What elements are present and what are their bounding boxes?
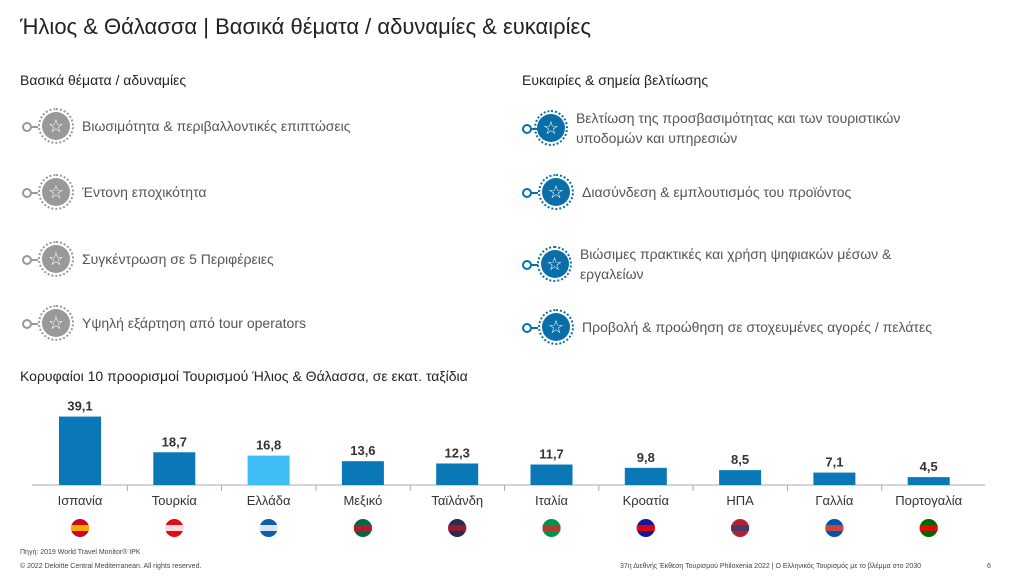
data-label: 18,7 [162, 434, 187, 449]
mexico-flag-stripe [353, 525, 372, 531]
source-note: Πηγή: 2019 World Travel Monitor® IPK [20, 549, 141, 556]
star-badge-icon: ☆ [537, 246, 572, 282]
bar [436, 463, 479, 485]
bar [624, 467, 667, 485]
data-label: 8,5 [731, 452, 749, 467]
connector-icon [22, 318, 38, 329]
list-item: ☆ Υψηλή εξάρτηση από tour operators [22, 305, 442, 341]
turkey-flag-stripe [165, 525, 184, 531]
category-label: Μεξικό [343, 493, 382, 508]
data-label: 4,5 [920, 459, 938, 474]
weaknesses-heading: Βασικά θέματα / αδυναμίες [20, 72, 187, 88]
opportunities-heading: Ευκαιρίες & σημεία βελτίωσης [522, 72, 709, 88]
connector-icon [522, 187, 538, 198]
data-label: 9,8 [637, 450, 655, 465]
item-text: Προβολή & προώθηση σε στοχευμένες αγορές… [582, 319, 932, 335]
star-badge-icon: ☆ [538, 174, 574, 210]
france-flag-stripe [825, 525, 844, 531]
page-number: 6 [987, 563, 991, 570]
data-label: 7,1 [825, 455, 843, 470]
category-label: Ελλάδα [247, 493, 291, 508]
list-item: ☆ Βιωσιμότητα & περιβαλλοντικές επιπτώσει… [22, 108, 442, 144]
connector-icon [522, 123, 538, 134]
bar [813, 472, 856, 485]
bar [153, 452, 196, 485]
connector-icon [522, 322, 538, 333]
list-item: ☆ Βιώσιμες πρακτικές και χρήση ψηφιακών μ… [522, 244, 942, 284]
list-item: ☆ Συγκέντρωση σε 5 Περιφέρειες [22, 241, 442, 277]
item-text: Βιώσιμες πρακτικές και χρήση ψηφιακών μέ… [579, 246, 892, 282]
data-label: 11,7 [539, 447, 564, 462]
star-badge-icon: ☆ [533, 110, 568, 146]
list-item: ☆ Διασύνδεση & εμπλουτισμός του προϊόντος [522, 174, 942, 210]
star-badge-icon: ☆ [538, 309, 574, 345]
bar-chart: 39,1 Ισπανία 18,7 Τουρκία 16,8 Ελλάδα 13,6 Μεξι… [32, 399, 985, 537]
bar [59, 416, 101, 485]
copyright: © 2022 Deloitte Central Mediterranean. A… [20, 563, 202, 570]
list-item: ☆ Βελτίωση της προσβασιμότητας και των το… [522, 108, 942, 148]
spain-flag-stripe [71, 525, 89, 531]
item-text: Έντονη εποχικότητα [82, 184, 207, 200]
connector-icon [22, 121, 38, 132]
category-label: ΗΠΑ [726, 493, 754, 508]
category-label: Γαλλία [815, 493, 854, 508]
list-item: ☆ Προβολή & προώθηση σε στοχευμένες αγορέ… [522, 309, 942, 345]
list-item: ☆ Έντονη εποχικότητα [22, 174, 442, 210]
chart-title: Κορυφαίοι 10 προορισμοί Τουρισμού Ήλιος … [20, 368, 468, 384]
category-label: Πορτογαλία [895, 493, 962, 508]
bar [341, 461, 384, 485]
star-badge-icon: ☆ [38, 108, 74, 144]
connector-icon [22, 187, 38, 198]
data-label: 16,8 [256, 438, 281, 453]
category-label: Τουρκία [152, 493, 198, 508]
item-text: Διασύνδεση & εμπλουτισμός του προϊόντος [582, 184, 852, 200]
data-label: 39,1 [67, 399, 92, 414]
category-label: Ισπανία [58, 493, 103, 508]
star-badge-icon: ☆ [38, 174, 74, 210]
star-badge-icon: ☆ [38, 241, 74, 277]
item-text: Υψηλή εξάρτηση από tour operators [82, 315, 306, 331]
star-badge-icon: ☆ [38, 305, 74, 341]
bar [530, 464, 573, 485]
bar [719, 470, 762, 485]
data-label: 13,6 [350, 443, 375, 458]
croatia-flag-stripe [636, 525, 655, 531]
italy-flag-stripe [542, 525, 561, 531]
category-label: Κροατία [623, 493, 670, 508]
connector-icon [522, 259, 539, 270]
event-footer: 37η Διεθνής Έκθεση Τουρισμού Philoxenia … [620, 563, 921, 570]
thailand-flag-stripe [448, 525, 467, 531]
data-label: 12,3 [445, 445, 470, 460]
usa-flag-stripe [731, 525, 750, 531]
category-label: Ταϊλάνδη [431, 493, 483, 508]
category-label: Ιταλία [535, 493, 568, 508]
portugal-flag-stripe [919, 525, 938, 531]
greece-flag-stripe [259, 525, 278, 531]
item-text: Βελτίωση της προσβασιμότητας και των του… [575, 110, 901, 146]
bar [247, 455, 290, 485]
page-title: Ήλιος & Θάλασσα | Βασικά θέματα / αδυναμ… [20, 14, 591, 39]
bar [907, 477, 950, 485]
item-text: Βιωσιμότητα & περιβαλλοντικές επιπτώσεις [82, 118, 351, 134]
connector-icon [22, 254, 38, 265]
item-text: Συγκέντρωση σε 5 Περιφέρειες [82, 251, 274, 267]
